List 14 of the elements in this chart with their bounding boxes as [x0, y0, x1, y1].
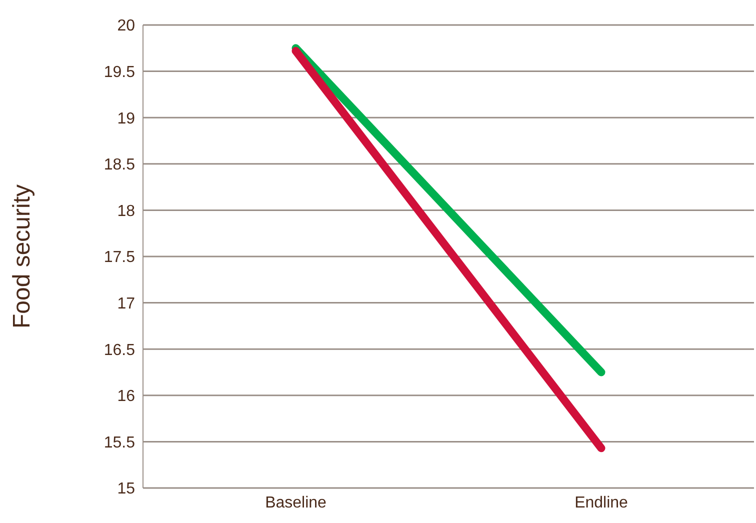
x-tick-label: Baseline: [265, 494, 327, 512]
y-axis-title: Food security: [8, 184, 36, 329]
y-tick-label: 17.5: [104, 249, 136, 266]
y-tick-label: 19: [117, 110, 136, 128]
y-tick-label: 18.5: [104, 156, 136, 174]
y-tick-label: 16.5: [104, 342, 136, 359]
y-tick-label: 16: [117, 388, 136, 406]
y-tick-label: 15.5: [104, 434, 136, 452]
y-tick-label: 19.5: [104, 64, 136, 81]
y-tick-label: 15: [117, 480, 136, 498]
x-tick-label: Endline: [574, 494, 628, 512]
y-tick-label: 18: [117, 202, 136, 220]
y-tick-label: 20: [117, 18, 136, 35]
y-tick-label: 17: [117, 295, 136, 312]
